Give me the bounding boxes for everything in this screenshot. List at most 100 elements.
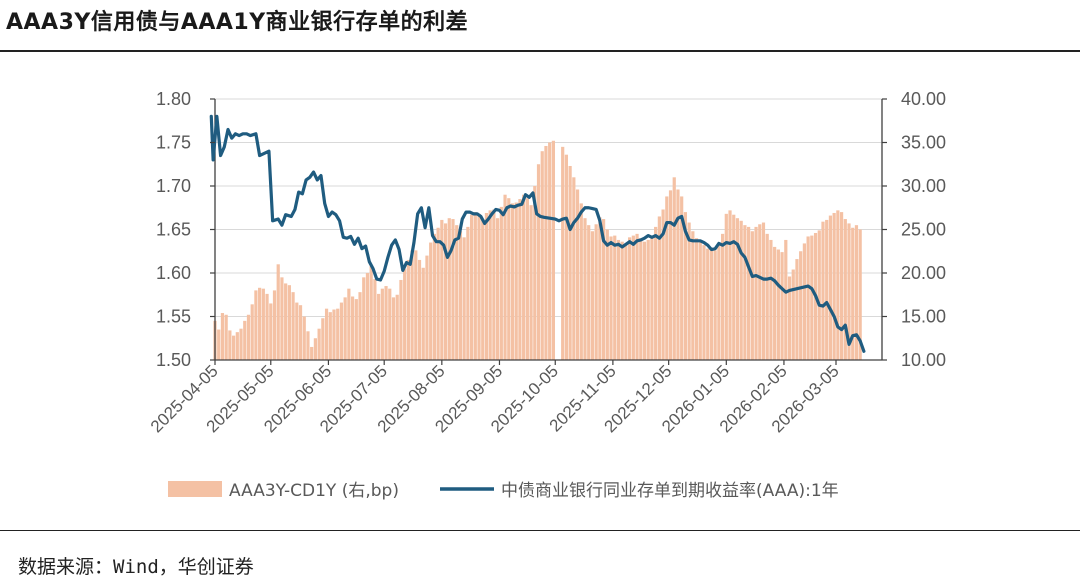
bar: [321, 318, 325, 360]
bar: [832, 212, 836, 360]
bar: [525, 198, 529, 360]
bar: [265, 293, 269, 360]
bar: [258, 287, 262, 360]
right-tick-label: 35.00: [901, 133, 946, 153]
bar: [481, 219, 485, 360]
title-divider: [0, 50, 1080, 52]
bar: [802, 243, 806, 360]
bar: [350, 296, 355, 360]
bar: [680, 196, 684, 360]
bar: [620, 241, 624, 360]
bar: [650, 236, 654, 360]
bar: [235, 332, 239, 360]
bar: [391, 297, 396, 360]
bar: [231, 335, 236, 360]
bar: [609, 236, 613, 360]
bar: [384, 286, 388, 360]
bar: [616, 239, 621, 360]
bar: [765, 233, 769, 360]
bar: [447, 218, 451, 360]
bar: [250, 304, 254, 360]
bar: [261, 288, 265, 360]
bar: [536, 164, 541, 360]
bar: [839, 212, 844, 360]
bar: [732, 214, 736, 360]
bar: [657, 216, 661, 360]
bar: [295, 302, 299, 360]
bar: [332, 309, 336, 360]
bar: [395, 294, 399, 360]
left-tick-label: 1.75: [156, 133, 191, 153]
bar: [462, 237, 466, 360]
bar: [672, 177, 676, 360]
chart-title: AAA3Y信用债与AAA1Y商业银行存单的利差: [6, 10, 469, 35]
bar: [496, 218, 500, 360]
bar: [313, 338, 317, 360]
bar: [291, 292, 295, 360]
bar: [773, 246, 777, 360]
bar: [276, 264, 280, 360]
bar: [343, 297, 347, 360]
bar: [254, 290, 258, 360]
bar: [568, 165, 572, 360]
bar: [702, 245, 706, 360]
bar: [317, 328, 321, 360]
bar: [410, 250, 414, 360]
bar: [624, 243, 628, 360]
bar: [507, 198, 511, 360]
bar: [631, 235, 635, 360]
bar: [665, 196, 669, 360]
bar: [451, 219, 455, 360]
right-axis-ticks: 10.00 15.00 20.00 25.00 30.00 35.00 40.00: [882, 89, 946, 370]
bar: [551, 140, 555, 360]
right-tick-label: 25.00: [901, 220, 946, 240]
bar: [473, 212, 477, 360]
bar: [440, 219, 444, 360]
bar: [484, 212, 489, 360]
bar: [455, 225, 459, 360]
bar: [548, 142, 552, 360]
bar: [388, 288, 392, 360]
bar: [403, 268, 407, 360]
bar: [469, 214, 474, 360]
bar: [694, 238, 699, 360]
bar: [750, 231, 754, 360]
bar: [747, 226, 751, 360]
bar: [784, 239, 788, 360]
bar: [228, 330, 232, 360]
bar: [339, 302, 344, 360]
bar: [336, 308, 340, 360]
bar: [843, 219, 847, 360]
bar: [514, 202, 518, 360]
bar: [380, 288, 384, 360]
bar: [851, 227, 855, 360]
bar: [310, 346, 314, 360]
bar: [787, 276, 792, 360]
bar: [477, 213, 481, 360]
bar: [646, 239, 650, 360]
series-line: [209, 114, 866, 353]
bar: [347, 288, 351, 360]
bar: [758, 224, 762, 360]
bar: [217, 329, 221, 360]
bar: [572, 177, 576, 360]
bar: [443, 223, 448, 360]
bar: [676, 189, 680, 360]
bar: [635, 233, 639, 360]
bar: [639, 238, 643, 360]
bar-series-aaa3y-cd1y: [213, 140, 862, 360]
bar: [510, 203, 515, 360]
bar: [854, 225, 859, 360]
bar: [642, 241, 647, 360]
bar: [687, 222, 691, 360]
data-source: 数据来源：Wind，华创证券: [18, 556, 254, 578]
left-tick-label: 1.50: [156, 350, 191, 370]
right-tick-label: 15.00: [901, 307, 946, 327]
legend-swatch-bar: [168, 481, 222, 497]
bar: [728, 210, 732, 360]
bar: [698, 239, 702, 360]
bar: [503, 194, 507, 360]
bar: [598, 217, 602, 360]
legend-label-line: 中债商业银行同业存单到期收益率(AAA):1年: [501, 481, 839, 501]
bar: [518, 199, 522, 360]
